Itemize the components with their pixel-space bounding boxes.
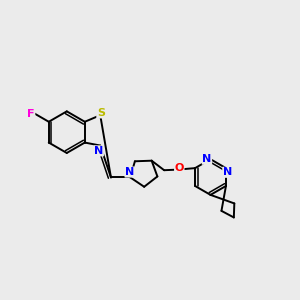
Text: O: O bbox=[175, 163, 184, 173]
Text: N: N bbox=[125, 167, 134, 177]
Text: N: N bbox=[223, 167, 232, 177]
Text: N: N bbox=[202, 154, 212, 164]
Text: F: F bbox=[27, 109, 35, 118]
Text: N: N bbox=[94, 146, 104, 156]
Text: S: S bbox=[97, 108, 105, 118]
